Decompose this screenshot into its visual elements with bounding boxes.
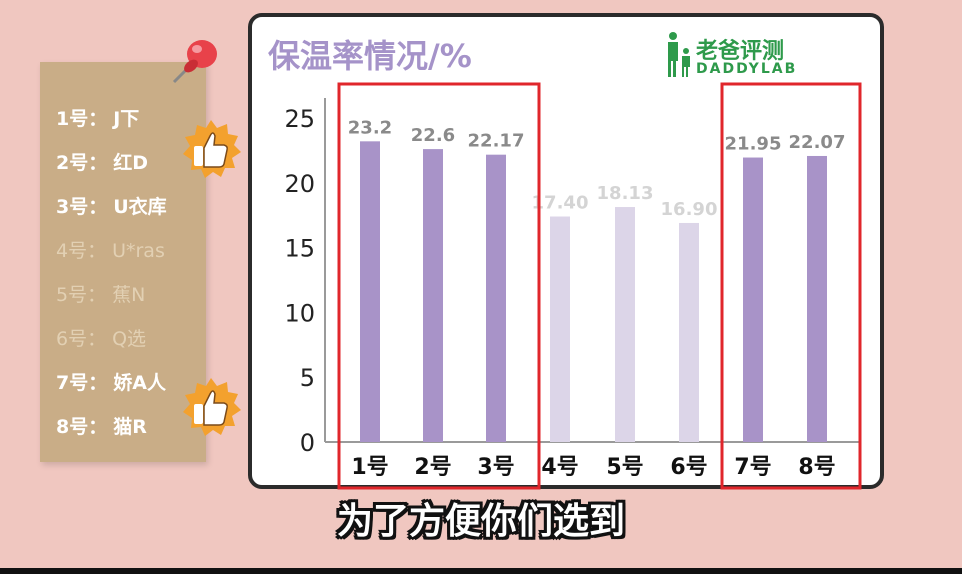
chart-title: 保温率情况/% xyxy=(268,37,472,75)
legend-item-brand: U衣库 xyxy=(113,196,167,218)
x-tick-label: 6号 xyxy=(670,455,707,480)
y-tick-label: 20 xyxy=(284,170,315,198)
y-tick-label: 5 xyxy=(300,364,315,392)
x-tick-label: 2号 xyxy=(414,455,451,480)
legend-item-brand: U*ras xyxy=(112,240,165,262)
bar-value-label: 17.40 xyxy=(532,192,589,213)
legend-item: 1号： J下 xyxy=(56,104,139,131)
legend-item-brand: 娇A人 xyxy=(113,372,166,394)
bar xyxy=(360,141,380,442)
logo-text-en: DADDYLAB xyxy=(696,61,798,77)
bottom-bar xyxy=(0,568,962,574)
legend-item-number: 1号： xyxy=(56,108,108,130)
legend-item-number: 4号： xyxy=(56,240,107,262)
video-subtitle: 为了方便你们选到 xyxy=(336,501,625,542)
x-tick-label: 8号 xyxy=(798,455,835,480)
logo-text-cn: 老爸评测 xyxy=(696,39,785,64)
x-tick-label: 5号 xyxy=(606,455,643,480)
legend-item-number: 7号： xyxy=(56,372,108,394)
bar-value-label: 22.6 xyxy=(411,125,455,146)
bar xyxy=(486,154,506,442)
daddylab-logo: 老爸评测 DADDYLAB xyxy=(664,29,814,87)
legend-item: 2号： 红D xyxy=(56,148,148,175)
x-tick-label: 7号 xyxy=(734,455,771,480)
pushpin-icon xyxy=(172,40,217,84)
bar-value-label: 22.07 xyxy=(789,132,846,153)
bar-value-label: 23.2 xyxy=(348,117,392,138)
legend-item-brand: Q选 xyxy=(112,328,147,350)
bar xyxy=(615,207,635,442)
legend-card: 1号： J下 2号： 红D 3号： U衣库 4号： U*ras 5号： 蕉N 6号： Q选 7号： 娇A人… xyxy=(40,62,206,462)
legend-item-brand: 红D xyxy=(113,152,149,174)
legend-item: 4号： U*ras xyxy=(56,236,165,263)
y-tick-label: 25 xyxy=(284,105,315,133)
legend-item: 5号： 蕉N xyxy=(56,280,145,307)
thumbs-up-icon xyxy=(183,378,241,436)
y-tick-label: 0 xyxy=(300,429,315,457)
legend-item-number: 6号： xyxy=(56,328,107,350)
highlight-box xyxy=(337,82,541,490)
legend-item-number: 3号： xyxy=(56,196,108,218)
x-tick-label: 3号 xyxy=(477,455,514,480)
y-tick-label: 15 xyxy=(284,235,315,263)
legend-item-number: 5号： xyxy=(56,284,107,306)
x-tick-label: 4号 xyxy=(541,455,578,480)
bar-value-label: 18.13 xyxy=(597,183,654,204)
bar xyxy=(423,149,443,442)
legend-item: 6号： Q选 xyxy=(56,324,146,351)
legend-item: 3号： U衣库 xyxy=(56,192,167,219)
legend-item-brand: 猫R xyxy=(113,416,147,438)
legend-item-number: 8号： xyxy=(56,416,108,438)
legend-item-brand: 蕉N xyxy=(112,284,146,306)
bar-value-label: 21.95 xyxy=(725,134,782,155)
thumbs-up-icon xyxy=(183,120,241,178)
bar xyxy=(743,157,763,442)
legend-item-brand: J下 xyxy=(113,108,140,130)
bar-value-label: 16.90 xyxy=(661,199,718,220)
bar xyxy=(807,155,827,443)
bar xyxy=(550,216,570,442)
family-logo-icon xyxy=(668,32,690,77)
legend-item: 8号： 猫R xyxy=(56,412,147,439)
legend-item-number: 2号： xyxy=(56,152,108,174)
bar xyxy=(679,222,699,442)
highlight-box xyxy=(720,82,862,490)
legend-item: 7号： 娇A人 xyxy=(56,368,166,395)
x-tick-label: 1号 xyxy=(351,455,388,480)
y-tick-label: 10 xyxy=(284,299,315,327)
bar-value-label: 22.17 xyxy=(468,131,525,152)
